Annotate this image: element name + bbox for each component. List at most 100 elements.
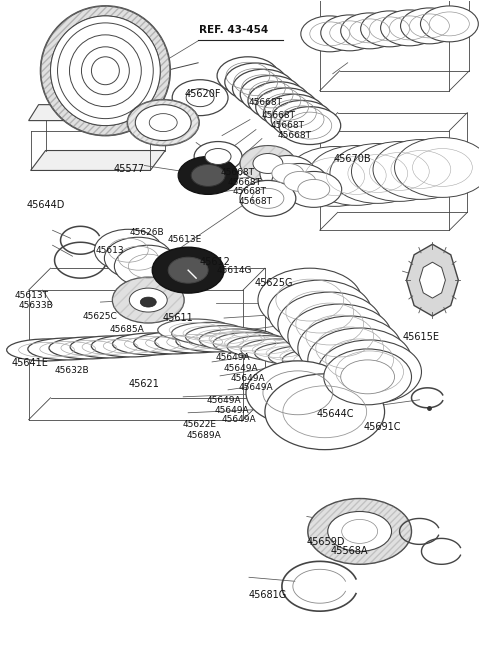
Text: 45626B: 45626B	[130, 228, 165, 237]
Ellipse shape	[158, 319, 232, 341]
Ellipse shape	[330, 143, 426, 203]
Ellipse shape	[248, 82, 310, 119]
Ellipse shape	[191, 164, 225, 186]
Ellipse shape	[252, 188, 284, 209]
Ellipse shape	[63, 29, 147, 113]
Ellipse shape	[140, 297, 156, 307]
Text: 45625G: 45625G	[254, 278, 293, 288]
Text: 45668T: 45668T	[239, 197, 273, 205]
Text: 45691C: 45691C	[363, 422, 401, 432]
Text: 45668T: 45668T	[249, 98, 283, 108]
Ellipse shape	[85, 51, 125, 90]
Ellipse shape	[268, 346, 343, 368]
Ellipse shape	[227, 336, 302, 358]
Text: 45632B: 45632B	[54, 366, 89, 376]
Text: 45633B: 45633B	[18, 301, 53, 310]
Ellipse shape	[286, 172, 342, 207]
Ellipse shape	[7, 339, 86, 361]
Text: 45649A: 45649A	[230, 374, 265, 383]
Ellipse shape	[104, 237, 172, 279]
Ellipse shape	[395, 137, 480, 197]
Ellipse shape	[213, 333, 288, 354]
Text: 45613: 45613	[96, 246, 124, 255]
Text: 45622E: 45622E	[182, 420, 216, 428]
Text: 45668T: 45668T	[277, 131, 312, 140]
Polygon shape	[29, 105, 168, 121]
Text: 45644D: 45644D	[27, 200, 65, 210]
Ellipse shape	[272, 164, 304, 183]
Ellipse shape	[168, 257, 208, 283]
Ellipse shape	[96, 61, 115, 81]
Ellipse shape	[351, 141, 447, 201]
Ellipse shape	[185, 325, 260, 348]
Ellipse shape	[255, 343, 329, 364]
Ellipse shape	[279, 107, 341, 145]
Ellipse shape	[309, 146, 404, 205]
Text: 45644C: 45644C	[317, 409, 354, 418]
Ellipse shape	[282, 349, 357, 371]
Text: 45668T: 45668T	[227, 178, 261, 187]
Ellipse shape	[240, 146, 296, 182]
Ellipse shape	[178, 156, 238, 195]
Text: 45668T: 45668T	[233, 187, 267, 196]
Text: 45668T: 45668T	[270, 121, 304, 131]
Polygon shape	[420, 262, 445, 298]
Text: 45615E: 45615E	[403, 331, 440, 342]
Ellipse shape	[217, 57, 279, 94]
Ellipse shape	[308, 328, 411, 392]
Text: 45613E: 45613E	[167, 236, 202, 244]
Ellipse shape	[152, 248, 224, 293]
Ellipse shape	[342, 519, 378, 543]
Ellipse shape	[127, 100, 199, 146]
Ellipse shape	[240, 180, 296, 216]
Text: 45621: 45621	[129, 379, 160, 389]
Ellipse shape	[373, 139, 469, 199]
Text: 45689A: 45689A	[186, 431, 221, 440]
Text: 45641E: 45641E	[11, 358, 48, 368]
Ellipse shape	[265, 374, 384, 449]
Ellipse shape	[298, 316, 402, 380]
Ellipse shape	[341, 360, 395, 394]
Ellipse shape	[155, 331, 235, 353]
Ellipse shape	[176, 330, 256, 352]
Ellipse shape	[328, 512, 392, 551]
Text: 45612: 45612	[199, 257, 230, 267]
Ellipse shape	[75, 41, 135, 101]
Ellipse shape	[135, 105, 191, 141]
Ellipse shape	[381, 10, 438, 46]
Ellipse shape	[112, 277, 184, 323]
Text: 45649A: 45649A	[215, 406, 249, 414]
Text: 45685A: 45685A	[110, 325, 144, 335]
Ellipse shape	[194, 141, 242, 172]
Ellipse shape	[324, 349, 411, 405]
Ellipse shape	[70, 336, 150, 358]
Ellipse shape	[258, 268, 361, 332]
Ellipse shape	[360, 11, 419, 47]
Ellipse shape	[197, 328, 277, 350]
Ellipse shape	[49, 337, 129, 359]
Ellipse shape	[268, 280, 372, 344]
Ellipse shape	[133, 332, 214, 354]
Ellipse shape	[114, 246, 182, 287]
Text: 45577: 45577	[113, 164, 144, 174]
Text: 45659D: 45659D	[307, 537, 346, 547]
Text: 45625C: 45625C	[83, 312, 118, 321]
Ellipse shape	[272, 164, 328, 199]
Text: REF. 43-454: REF. 43-454	[199, 25, 269, 35]
Ellipse shape	[129, 288, 167, 312]
Text: 45614G: 45614G	[217, 266, 252, 275]
Ellipse shape	[256, 88, 318, 126]
Ellipse shape	[232, 69, 294, 107]
Ellipse shape	[287, 147, 383, 207]
Ellipse shape	[246, 361, 350, 425]
Text: 45620F: 45620F	[185, 89, 221, 100]
Ellipse shape	[341, 13, 398, 49]
Text: 45649A: 45649A	[223, 364, 258, 373]
Ellipse shape	[172, 80, 228, 116]
Ellipse shape	[260, 156, 316, 191]
Text: 45649A: 45649A	[222, 415, 256, 424]
Ellipse shape	[321, 15, 379, 51]
Ellipse shape	[149, 114, 177, 131]
Text: 45668T: 45668T	[221, 168, 255, 177]
Ellipse shape	[95, 229, 162, 271]
